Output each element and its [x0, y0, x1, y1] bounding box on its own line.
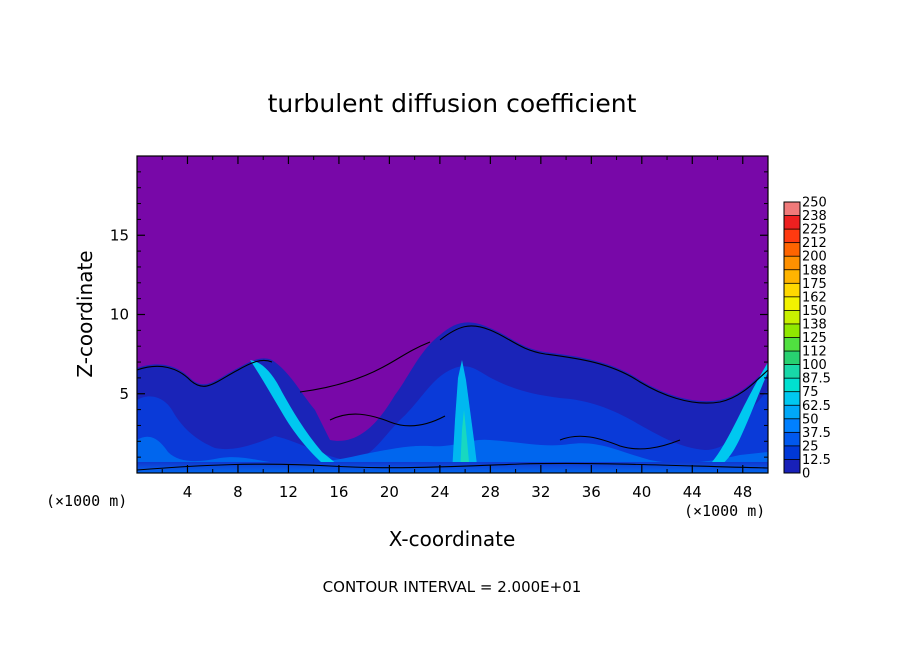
colorbar-swatch [784, 378, 800, 393]
colorbar-label: 37.5 [802, 426, 831, 441]
x-tick-label: 8 [233, 483, 243, 501]
colorbar-label: 150 [802, 304, 827, 319]
colorbar-label: 212 [802, 236, 827, 251]
colorbar-label: 238 [802, 209, 827, 224]
contour-line-4 [137, 462, 768, 471]
colorbar-swatch [784, 283, 800, 298]
colorbar-swatch [784, 445, 800, 460]
x-tick-label: 32 [531, 483, 550, 501]
colorbar-label: 62.5 [802, 399, 831, 414]
colorbar-swatch [784, 337, 800, 352]
colorbar-swatch [784, 405, 800, 420]
colorbar-label: 188 [802, 263, 827, 278]
x-tick-label: 36 [582, 483, 601, 501]
colorbar-swatch [784, 269, 800, 284]
colorbar-swatch [784, 215, 800, 230]
colorbar-swatch [784, 202, 800, 217]
colorbar: 2502382252122001881751621501381251121008… [783, 196, 831, 482]
colorbar-swatch [784, 418, 800, 433]
colorbar-label: 125 [802, 331, 827, 346]
colorbar-label: 25 [802, 439, 819, 454]
turbulence-field [137, 322, 768, 473]
field-front-left [250, 360, 338, 468]
field-layer-mid [137, 366, 768, 473]
x-unit-right: (×1000 m) [684, 502, 765, 520]
field-front-right [712, 362, 768, 466]
colorbar-label: 12.5 [802, 453, 831, 468]
contour-line-6 [559, 435, 681, 450]
contour-line-5 [329, 413, 446, 427]
colorbar-label: 50 [802, 412, 819, 427]
x-tick-label: 4 [183, 483, 193, 501]
colorbar-swatch [784, 459, 800, 474]
footer-contour-interval: CONTOUR INTERVAL = 2.000E+01 [323, 578, 582, 596]
colorbar-swatch [784, 364, 800, 379]
y-axis: 5 10 15 [110, 171, 768, 458]
field-plume-core [460, 410, 470, 473]
x-axis: 4 8 12 16 20 24 28 32 36 40 44 48 [161, 156, 752, 501]
x-tick-label: 44 [683, 483, 702, 501]
contour-line-2 [299, 341, 431, 393]
colorbar-label: 225 [802, 223, 827, 238]
x-unit-left: (×1000 m) [46, 492, 127, 510]
colorbar-label: 100 [802, 358, 827, 373]
colorbar-label: 0 [802, 467, 810, 482]
x-tick-label: 16 [329, 483, 348, 501]
colorbar-label: 200 [802, 250, 827, 265]
colorbar-swatch [784, 256, 800, 271]
colorbar-label: 138 [802, 317, 827, 332]
y-tick-label: 10 [110, 306, 129, 324]
colorbar-swatch [784, 296, 800, 311]
contour-line-1 [137, 359, 273, 387]
colorbar-swatch [784, 323, 800, 338]
colorbar-swatch [784, 229, 800, 244]
colorbar-swatch [784, 351, 800, 366]
field-surface-layer [137, 462, 768, 473]
y-tick-label: 15 [110, 226, 129, 244]
contour-line-3 [439, 325, 768, 404]
x-tick-label: 24 [430, 483, 449, 501]
y-tick-label: 5 [119, 385, 129, 403]
colorbar-swatch [784, 432, 800, 447]
y-axis-label: Z-coordinate [73, 250, 97, 377]
colorbar-label: 112 [802, 345, 827, 360]
colorbar-swatch [784, 310, 800, 325]
contour-lines [137, 325, 768, 471]
colorbar-label: 87.5 [802, 372, 831, 387]
colorbar-label: 162 [802, 290, 827, 305]
x-axis-label: X-coordinate [389, 527, 516, 551]
x-tick-label: 40 [632, 483, 651, 501]
colorbar-swatch [784, 242, 800, 257]
colorbar-label: 250 [802, 196, 827, 211]
field-plume [452, 360, 478, 473]
colorbar-label: 175 [802, 277, 827, 292]
x-tick-label: 12 [279, 483, 298, 501]
x-tick-label: 28 [481, 483, 500, 501]
plot-area [136, 155, 769, 474]
chart-title: turbulent diffusion coefficient [268, 89, 637, 118]
x-tick-label: 20 [380, 483, 399, 501]
x-tick-label: 48 [733, 483, 752, 501]
colorbar-swatch [784, 391, 800, 406]
colorbar-label: 75 [802, 385, 819, 400]
